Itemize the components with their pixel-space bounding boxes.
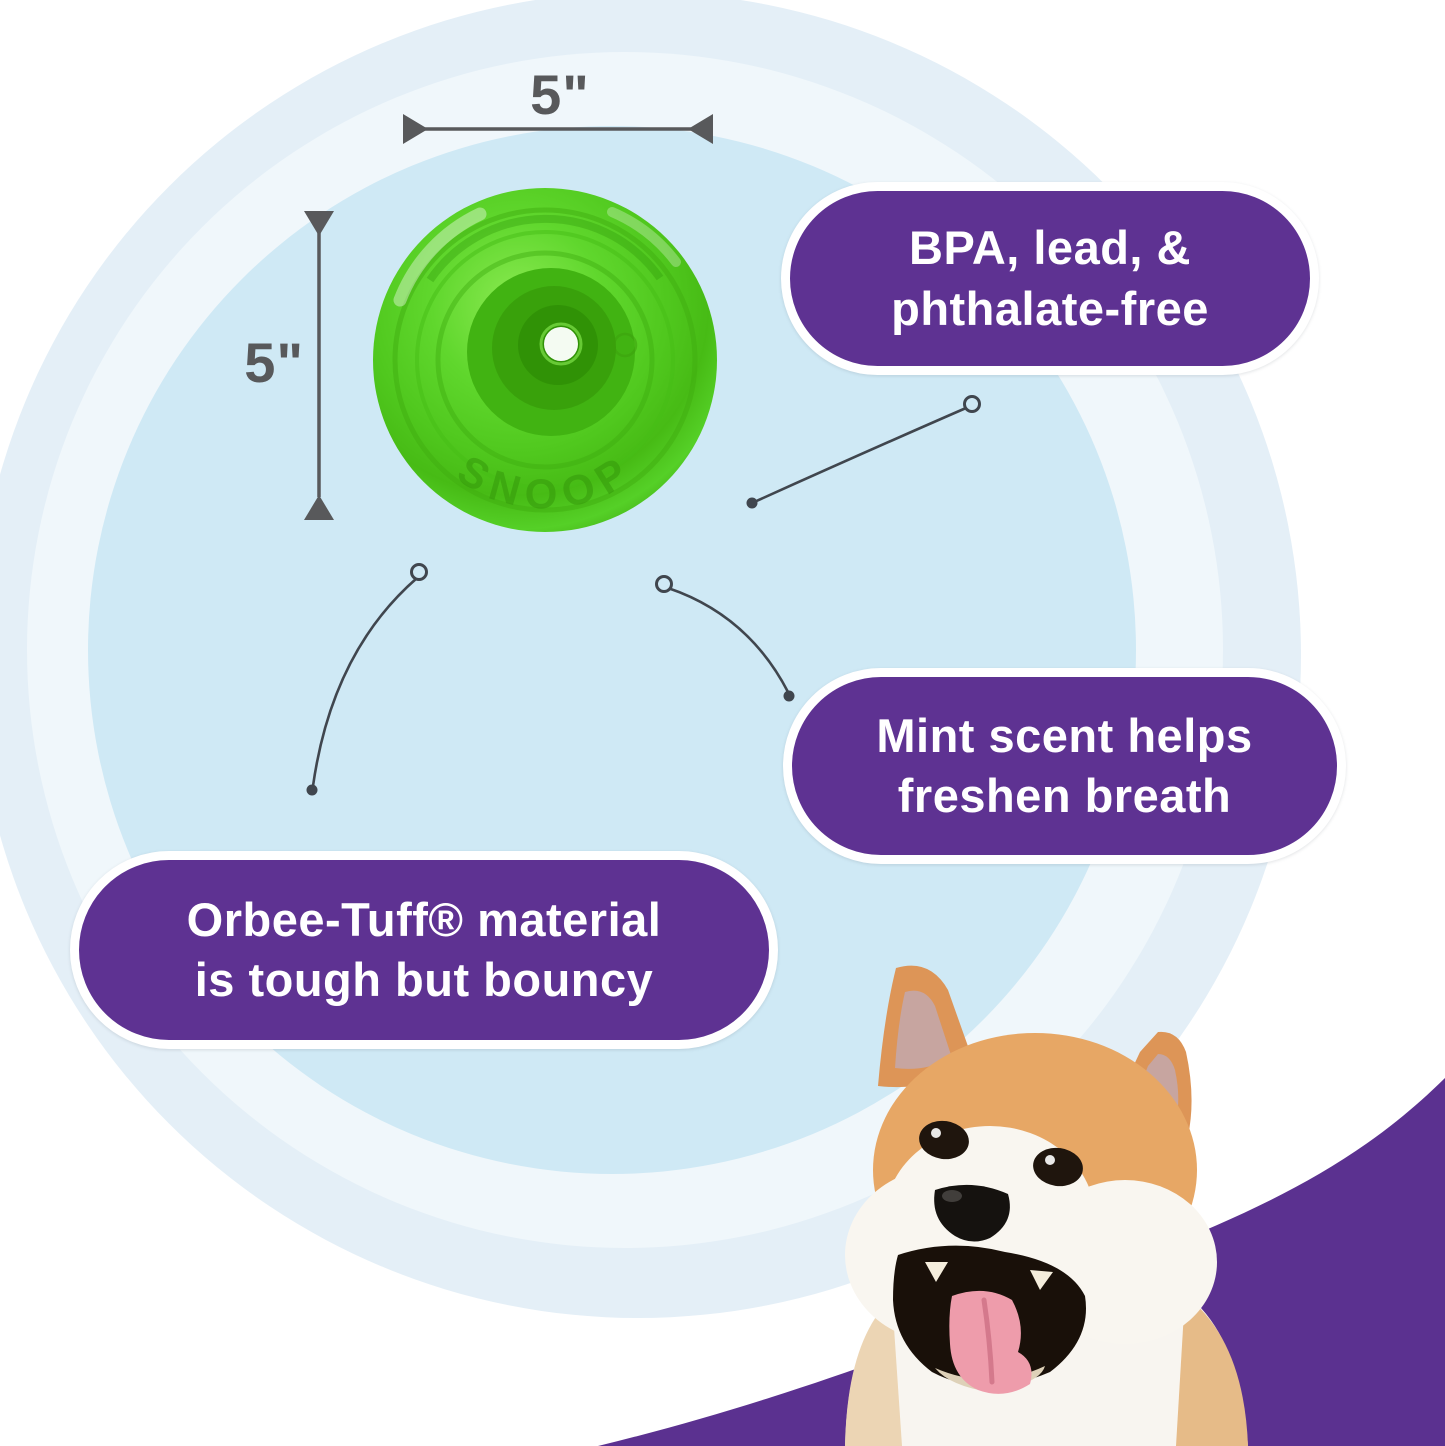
connector-material <box>311 576 419 788</box>
callout-material-line2: is tough but bouncy <box>194 953 654 1006</box>
purple-swoosh <box>598 1078 1445 1446</box>
dog-eyes <box>919 1120 1083 1187</box>
width-dimension <box>403 114 713 144</box>
width-dimension-label: 5" <box>530 63 590 126</box>
callout-mint-scent: Mint scent helps freshen breath <box>783 668 1346 864</box>
dog-photo <box>845 965 1248 1446</box>
callout-material-line1: Orbee-Tuff® material <box>186 892 662 946</box>
callout-mint-line2: freshen breath <box>897 769 1232 822</box>
callout-bpa-line1: BPA, lead, & <box>909 221 1191 275</box>
disc-center-hole <box>544 327 578 361</box>
callout-bpa-free: BPA, lead, & phthalate-free <box>781 182 1319 375</box>
connector-mint <box>666 586 790 694</box>
callout-connectors <box>306 395 981 796</box>
connector-bpa <box>750 406 968 505</box>
callout-mint-line1: Mint scent helps <box>876 708 1253 762</box>
registered-mark-emboss <box>612 332 638 358</box>
toy-disc: SNOOP <box>373 188 717 532</box>
callout-bpa-line2: phthalate-free <box>891 281 1209 335</box>
height-dimension-label: 5" <box>244 331 304 394</box>
callout-orbee-tuff-material: Orbee-Tuff® material is tough but bouncy <box>70 851 778 1049</box>
height-dimension <box>304 211 334 520</box>
